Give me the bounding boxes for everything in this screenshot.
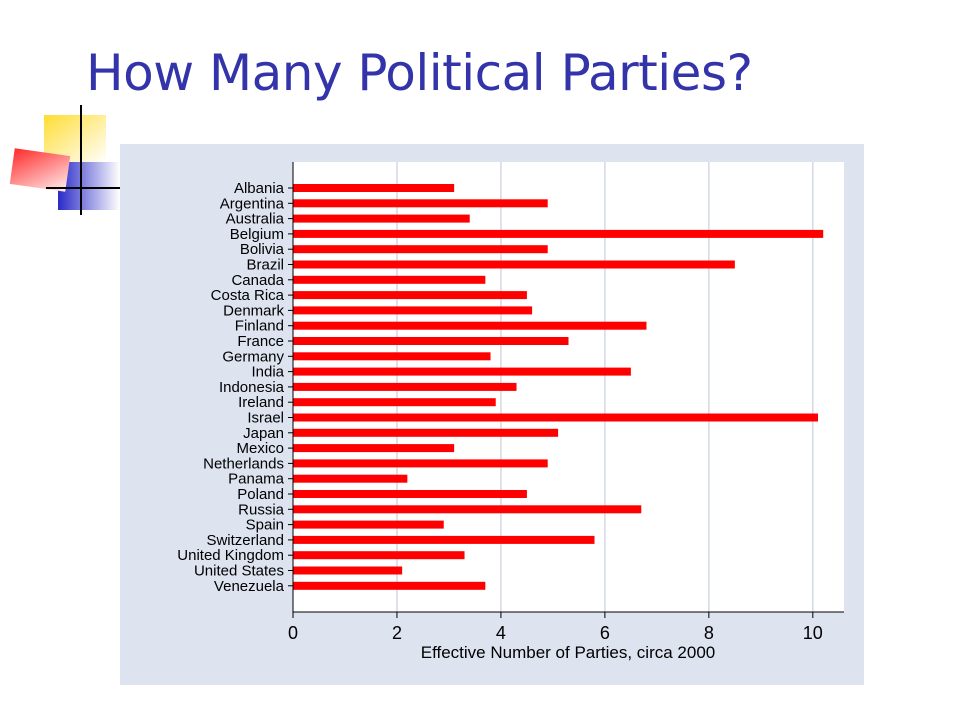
category-label: Netherlands <box>203 455 284 472</box>
category-label: Venezuela <box>214 578 285 595</box>
category-label: Spain <box>246 517 284 534</box>
x-tick-label: 4 <box>496 623 506 643</box>
category-label: United States <box>194 563 284 580</box>
bar <box>293 551 465 560</box>
bar <box>293 505 642 514</box>
bar <box>293 199 548 208</box>
bar <box>293 291 527 300</box>
bar <box>293 352 491 361</box>
x-axis-title: Effective Number of Parties, circa 2000 <box>421 643 716 662</box>
category-label: Argentina <box>220 195 285 212</box>
slide-title: How Many Political Parties? <box>86 44 753 102</box>
bar <box>293 459 548 468</box>
category-label: Australia <box>226 211 285 228</box>
category-label: Mexico <box>236 440 284 457</box>
bar <box>293 260 735 269</box>
category-label: Albania <box>234 180 285 197</box>
bar <box>293 245 548 254</box>
category-label: Costa Rica <box>211 287 285 304</box>
bar <box>293 444 455 453</box>
bar <box>293 306 533 315</box>
chart-panel: Albania Argentina Australia Belgium Bolivia B… <box>120 144 864 685</box>
bar <box>293 490 527 498</box>
bar <box>293 428 559 437</box>
category-label: Ireland <box>238 394 284 411</box>
category-label: Finland <box>235 318 284 335</box>
bar <box>293 398 496 407</box>
x-tick-label: 10 <box>803 623 823 643</box>
bar <box>293 275 486 284</box>
bar <box>293 367 631 376</box>
category-label: France <box>237 333 284 350</box>
x-tick-label: 6 <box>600 623 610 643</box>
category-label: Belgium <box>230 226 284 243</box>
bar <box>293 535 595 544</box>
category-label: Switzerland <box>206 532 284 549</box>
bar <box>293 184 455 192</box>
category-label: Panama <box>228 471 285 488</box>
category-label: Poland <box>237 486 284 503</box>
x-tick-label: 8 <box>704 623 714 643</box>
category-label: India <box>251 364 284 381</box>
category-label: Russia <box>238 501 285 518</box>
bar <box>293 229 824 238</box>
bar <box>293 382 517 391</box>
x-tick-label: 0 <box>288 623 298 643</box>
bar <box>293 337 569 345</box>
category-label: Germany <box>222 348 284 365</box>
bar-chart: AlbaniaArgentinaAustraliaBelgiumBoliviaB… <box>177 162 844 662</box>
bar <box>293 581 486 590</box>
category-label: Bolivia <box>240 241 285 258</box>
x-tick-label: 2 <box>392 623 402 643</box>
bar <box>293 474 408 483</box>
category-label: Denmark <box>223 302 284 319</box>
category-label: Canada <box>231 272 284 289</box>
category-label: Japan <box>243 425 284 442</box>
category-label: United Kingdom <box>177 547 284 564</box>
decorative-squares-graphic <box>9 105 125 215</box>
category-label: Brazil <box>246 257 284 274</box>
bar <box>293 214 470 223</box>
bar <box>293 566 403 575</box>
category-label: Israel <box>247 410 284 427</box>
bar <box>293 413 819 422</box>
category-label: Indonesia <box>219 379 285 396</box>
bar <box>293 520 444 529</box>
bar <box>293 321 647 330</box>
